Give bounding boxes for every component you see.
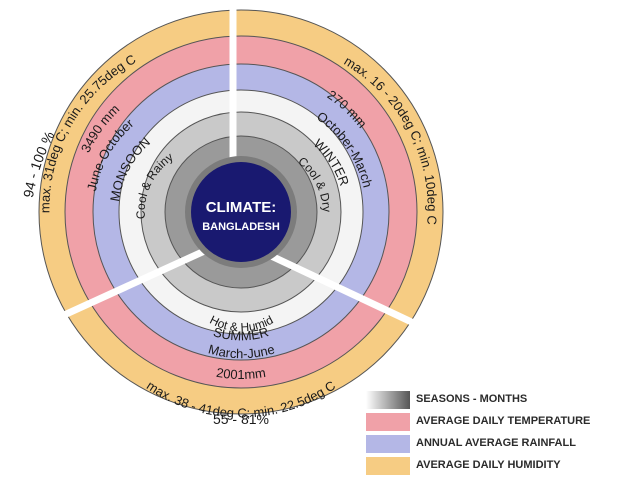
legend-item-rainfall: ANNUAL AVERAGE RAINFALL [366,434,616,454]
summer-months-label: March-June [207,341,276,361]
center-title: CLIMATE: [206,199,277,216]
legend-label-rainfall: ANNUAL AVERAGE RAINFALL [416,437,576,449]
legend-item-seasons: SEASONS - MONTHS [366,390,616,410]
legend-swatch-seasons [366,391,410,409]
legend-label-seasons: SEASONS - MONTHS [416,393,528,405]
summer-rainfall-label: 2001mm [215,365,266,382]
legend-swatch-temperature [366,413,410,431]
summer-humidity-label: 55 - 81% [213,411,269,427]
divider-left [38,234,235,330]
center-disc [191,162,291,262]
legend-swatch-humidity [366,457,410,475]
legend-label-humidity: AVERAGE DAILY HUMIDITY [416,459,561,471]
legend-swatch-rainfall [366,435,410,453]
summer-season-label: SUMMER [212,324,271,343]
legend-item-humidity: AVERAGE DAILY HUMIDITY [366,456,616,476]
legend-label-temperature: AVERAGE DAILY TEMPERATURE [416,415,591,427]
summer-character-label: Hot & Humid [208,313,276,335]
legend: SEASONS - MONTHS AVERAGE DAILY TEMPERATU… [366,390,616,478]
legend-item-temperature: AVERAGE DAILY TEMPERATURE [366,412,616,432]
center-subtitle: BANGLADESH [202,221,280,233]
